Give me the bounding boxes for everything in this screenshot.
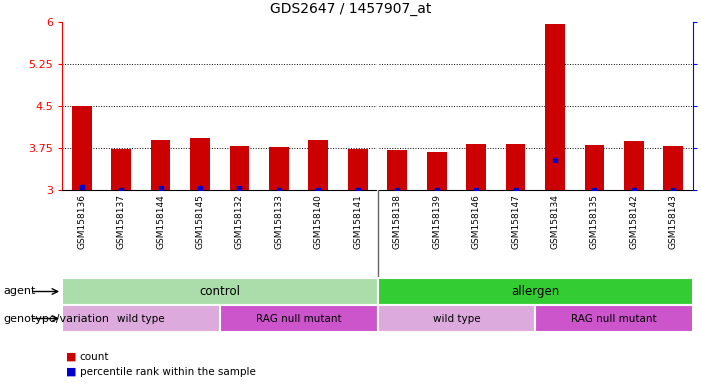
Text: GSM158146: GSM158146 <box>472 194 481 249</box>
Text: GSM158142: GSM158142 <box>629 194 639 249</box>
Text: wild type: wild type <box>433 313 480 323</box>
Text: GSM158145: GSM158145 <box>196 194 205 249</box>
Bar <box>388 150 407 190</box>
Text: count: count <box>79 352 109 362</box>
Bar <box>62 278 378 305</box>
Text: ■: ■ <box>65 352 76 362</box>
Text: GSM158136: GSM158136 <box>77 194 86 249</box>
Text: RAG null mutant: RAG null mutant <box>256 313 341 323</box>
Bar <box>466 144 486 190</box>
Text: wild type: wild type <box>117 313 165 323</box>
Bar <box>585 145 604 190</box>
Text: GSM158140: GSM158140 <box>314 194 323 249</box>
Text: percentile rank within the sample: percentile rank within the sample <box>79 367 255 377</box>
Bar <box>427 152 447 190</box>
Bar <box>72 106 92 190</box>
Bar <box>505 144 525 190</box>
Bar <box>62 305 219 332</box>
Text: GSM158144: GSM158144 <box>156 194 165 249</box>
Bar <box>219 305 378 332</box>
Text: GSM158141: GSM158141 <box>353 194 362 249</box>
Text: allergen: allergen <box>511 285 559 298</box>
Bar <box>536 305 693 332</box>
Text: GSM158138: GSM158138 <box>393 194 402 249</box>
Bar <box>663 146 683 190</box>
Bar <box>348 149 367 190</box>
Text: control: control <box>199 285 240 298</box>
Text: GDS2647 / 1457907_at: GDS2647 / 1457907_at <box>270 2 431 16</box>
Bar <box>269 147 289 190</box>
Text: ■: ■ <box>65 367 76 377</box>
Text: GSM158134: GSM158134 <box>550 194 559 249</box>
Text: GSM158147: GSM158147 <box>511 194 520 249</box>
Bar <box>151 140 170 190</box>
Bar <box>308 140 328 190</box>
Bar <box>111 149 131 190</box>
Text: GSM158133: GSM158133 <box>274 194 283 249</box>
Text: agent: agent <box>4 286 36 296</box>
Bar <box>378 278 693 305</box>
Bar <box>190 138 210 190</box>
Bar <box>230 146 250 190</box>
Bar <box>545 24 565 190</box>
Text: genotype/variation: genotype/variation <box>4 313 109 323</box>
Text: GSM158132: GSM158132 <box>235 194 244 249</box>
Text: GSM158135: GSM158135 <box>590 194 599 249</box>
Text: GSM158139: GSM158139 <box>432 194 441 249</box>
Text: GSM158143: GSM158143 <box>669 194 678 249</box>
Bar <box>624 141 644 190</box>
Bar <box>378 305 536 332</box>
Text: GSM158137: GSM158137 <box>116 194 125 249</box>
Text: RAG null mutant: RAG null mutant <box>571 313 657 323</box>
